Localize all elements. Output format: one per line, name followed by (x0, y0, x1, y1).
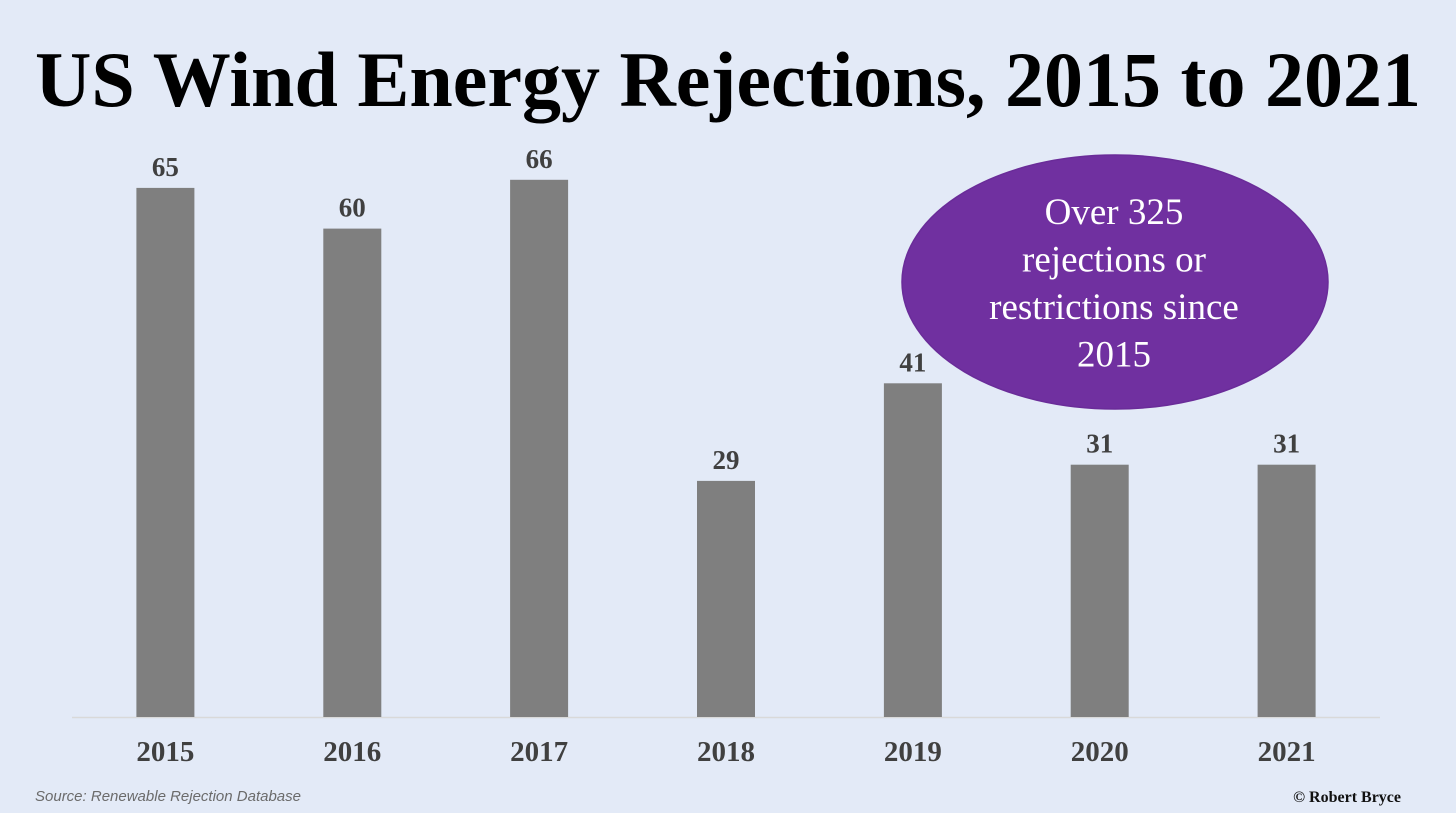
source-note: Source: Renewable Rejection Database (35, 788, 301, 805)
data-label-2019: 41 (899, 347, 926, 377)
x-tick-label-2018: 2018 (697, 736, 755, 768)
x-tick-label-2021: 2021 (1258, 736, 1316, 768)
annotation-text-line: 2015 (1077, 335, 1151, 376)
x-tick-label-2015: 2015 (136, 736, 194, 768)
data-label-2016: 60 (339, 193, 366, 223)
bar-2021 (1257, 464, 1316, 717)
bar-2018 (697, 480, 755, 717)
data-label-2015: 65 (152, 152, 179, 182)
x-tick-label-2020: 2020 (1071, 736, 1129, 768)
bar-2015 (136, 187, 195, 717)
labels-layer: 65 2015 60 2016 66 2017 29 2018 41 2019 31 2020 31 20… (136, 144, 1315, 768)
annotation-ellipse (901, 154, 1329, 410)
annotation-text-line: rejections or (1022, 240, 1206, 281)
x-tick-label-2017: 2017 (510, 736, 568, 768)
bar-2016 (323, 228, 382, 717)
data-label-2017: 66 (526, 144, 553, 174)
x-tick-label-2019: 2019 (884, 736, 942, 768)
data-label-2020: 31 (1086, 429, 1113, 459)
annotation-text-line: Over 325 (1045, 192, 1184, 233)
annotation-text-line: restrictions since (989, 287, 1239, 328)
bar-2017 (510, 179, 569, 718)
chart-title: US Wind Energy Rejections, 2015 to 2021 (35, 36, 1421, 123)
data-label-2021: 31 (1273, 429, 1300, 459)
bar-2019 (883, 383, 942, 717)
bars-layer (72, 179, 1380, 719)
copyright-note: © Robert Bryce (1293, 789, 1401, 806)
data-label-2018: 29 (713, 445, 740, 475)
bar-2020 (1070, 464, 1129, 717)
x-tick-label-2016: 2016 (323, 736, 381, 768)
annotation-callout: Over 325 rejections or restrictions since 2… (901, 154, 1329, 410)
